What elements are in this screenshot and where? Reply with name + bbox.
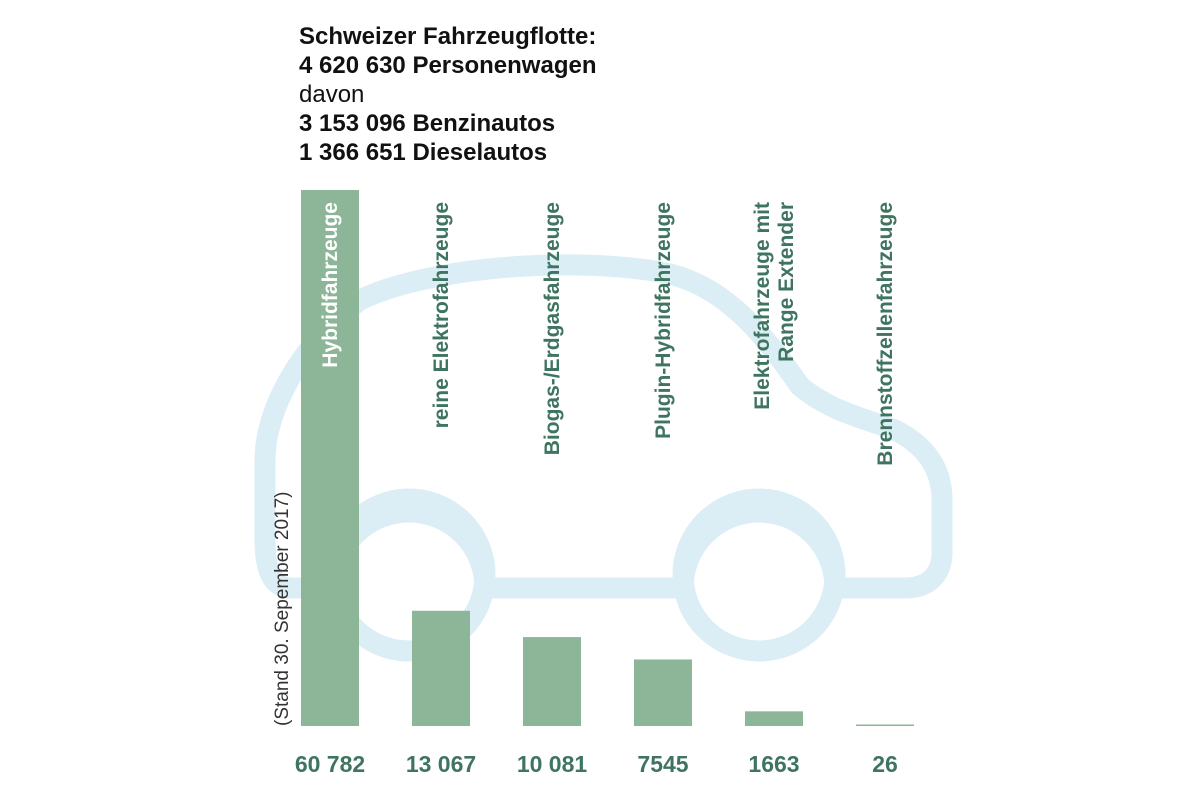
category-label-line: Range Extender [775,202,798,362]
bar-4 [634,659,692,726]
car-outline-icon [254,254,953,662]
bar-5 [745,711,803,726]
passenger-cars-total: 4 620 630 Personenwagen [299,52,597,79]
category-label-line: Elektrofahrzeuge mit [751,202,774,410]
bars-group [301,190,914,726]
davon-text: davon [299,81,365,108]
date-note: (Stand 30. Sepember 2017) [272,492,293,727]
category-label-line: Biogas-/Erdgasfahrzeuge [541,202,564,455]
bar-3 [523,637,581,726]
category-labels: Hybridfahrzeuge reine Elektrofahrzeuge Bio… [319,202,897,466]
category-label-4: Plugin-Hybridfahrzeuge [652,202,675,439]
category-label-line: reine Elektrofahrzeuge [430,202,453,428]
value-label-4: 7545 [637,751,688,777]
category-label-3: Biogas-/Erdgasfahrzeuge [541,202,564,455]
category-label-5: Elektrofahrzeuge mitRange Extender [751,202,798,410]
category-label-6: Brennstoffzellenfahrzeuge [874,202,897,466]
value-labels: 60 782 13 067 10 081 7545 1663 26 [295,751,898,777]
petrol-cars-total: 3 153 096 Benzinautos [299,110,556,137]
category-label-line: Hybridfahrzeuge [319,202,342,368]
value-label-2: 13 067 [406,751,476,777]
category-label-line: Brennstoffzellenfahrzeuge [874,202,897,466]
category-label-line: Plugin-Hybridfahrzeuge [652,202,675,439]
value-label-3: 10 081 [517,751,588,777]
category-label-2: reine Elektrofahrzeuge [430,202,453,428]
fleet-title: Schweizer Fahrzeugflotte: [299,23,597,50]
bar-1 [301,190,359,726]
diesel-cars-total: 1 366 651 Dieselautos [299,139,548,166]
category-label-1: Hybridfahrzeuge [319,202,342,368]
fleet-summary: Schweizer Fahrzeugflotte: 4 620 630 Pers… [299,22,597,167]
bar-6 [856,724,914,726]
value-label-1: 60 782 [295,751,365,777]
value-label-6: 26 [872,751,898,777]
bar-2 [412,610,470,726]
value-label-5: 1663 [748,751,799,777]
